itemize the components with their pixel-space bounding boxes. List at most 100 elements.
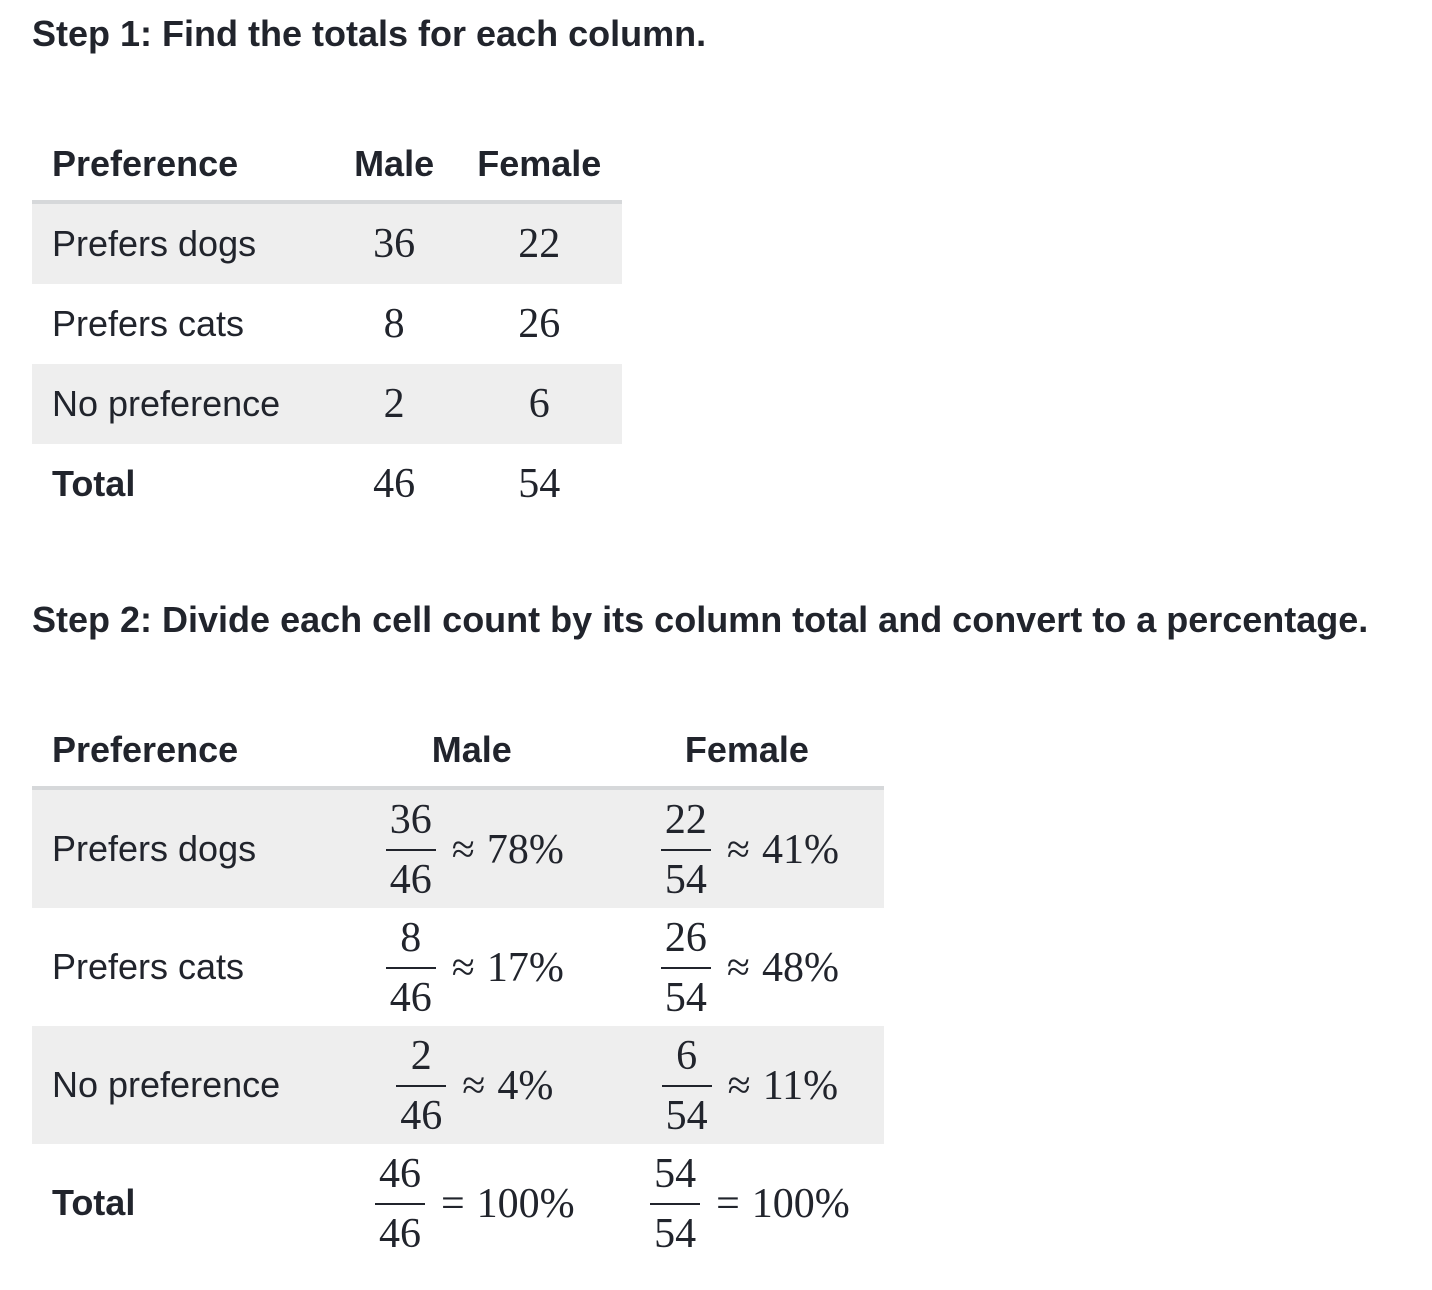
male-percentage-cell: 46 46 = 100% — [334, 1144, 610, 1262]
denominator: 54 — [664, 856, 707, 903]
table-header-row: Preference Male Female — [32, 128, 622, 204]
percentage-value: 100% — [751, 1180, 850, 1227]
male-percentage-cell: 8 46 ≈17% — [334, 908, 610, 1026]
relation-symbol: ≈ — [451, 944, 475, 991]
percentage-value: 48% — [761, 944, 839, 991]
header-female: Female — [609, 714, 884, 790]
fraction-expression: 36 46 ≈78% — [380, 797, 564, 903]
fraction-expression: 8 46 ≈17% — [380, 915, 564, 1021]
fraction-bar — [396, 1084, 447, 1087]
percentage-value: 100% — [476, 1180, 575, 1227]
male-total: 46 — [373, 461, 416, 507]
relation-symbol: ≈ — [726, 944, 750, 991]
column-percentages-table: Preference Male Female Prefers dogs 36 46 ≈… — [32, 714, 884, 1262]
female-count: 26 — [518, 301, 561, 347]
percentage-value: 11% — [762, 1062, 839, 1109]
numerator: 46 — [378, 1150, 421, 1197]
fraction-expression: 54 54 = 100% — [644, 1151, 850, 1257]
table-row: No preference 2 46 ≈4% 6 54 ≈11% — [32, 1026, 884, 1144]
denominator: 54 — [654, 1210, 697, 1257]
table-row: Prefers cats 8 26 — [32, 284, 622, 364]
header-male: Male — [333, 714, 610, 790]
row-label: Total — [52, 1182, 136, 1223]
denominator: 46 — [378, 1210, 421, 1257]
numerator: 36 — [389, 796, 432, 843]
row-label: No preference — [32, 1026, 334, 1144]
fraction: 2 46 — [396, 1032, 447, 1139]
percentage-value: 78% — [486, 826, 564, 873]
row-label: No preference — [32, 364, 332, 444]
numerator: 6 — [676, 1032, 698, 1079]
female-percentage-cell: 54 54 = 100% — [610, 1144, 884, 1262]
fraction: 46 46 — [374, 1150, 425, 1257]
step-1-heading: Step 1: Find the totals for each column. — [32, 13, 707, 54]
row-label: Total — [52, 463, 136, 504]
fraction: 8 46 — [385, 914, 436, 1021]
fraction: 54 54 — [650, 1150, 701, 1257]
female-count: 22 — [456, 202, 622, 284]
numerator: 54 — [654, 1150, 697, 1197]
male-percentage-cell: 2 46 ≈4% — [333, 1026, 610, 1144]
row-label: Prefers cats — [52, 946, 245, 987]
female-total: 54 — [518, 461, 561, 507]
row-label: Prefers dogs — [32, 788, 334, 908]
fraction-expression: 26 54 ≈48% — [655, 915, 839, 1021]
female-count: 6 — [456, 364, 622, 444]
percentage-value: 4% — [497, 1062, 554, 1109]
column-totals-table: Preference Male Female Prefers dogs 36 2… — [32, 128, 622, 524]
fraction-bar — [374, 1202, 425, 1205]
fraction-bar — [660, 966, 711, 969]
table-row: No preference 2 6 — [32, 364, 622, 444]
relation-symbol: ≈ — [462, 1062, 486, 1109]
denominator: 46 — [389, 974, 432, 1021]
fraction: 26 54 — [660, 914, 711, 1021]
row-label: Prefers cats — [52, 303, 245, 344]
table-row: Prefers cats 8 46 ≈17% 26 54 ≈48% — [32, 908, 884, 1026]
fraction-bar — [385, 848, 436, 851]
header-preference: Preference — [32, 714, 334, 790]
fraction: 6 54 — [661, 1032, 712, 1139]
numerator: 8 — [400, 914, 422, 961]
relation-symbol: ≈ — [451, 826, 475, 873]
female-percentage-cell: 6 54 ≈11% — [609, 1026, 884, 1144]
header-preference: Preference — [32, 128, 332, 204]
total-row: Total 46 54 — [32, 444, 622, 524]
fraction-bar — [650, 1202, 701, 1205]
header-male: Male — [331, 128, 457, 204]
female-percentage-cell: 22 54 ≈41% — [609, 788, 884, 908]
relation-symbol: = — [716, 1180, 740, 1227]
male-count: 2 — [331, 364, 457, 444]
total-row: Total 46 46 = 100% 54 54 = 100% — [32, 1144, 884, 1262]
numerator: 2 — [410, 1032, 432, 1079]
fraction-expression: 22 54 ≈41% — [655, 797, 839, 903]
fraction-bar — [661, 1084, 712, 1087]
denominator: 54 — [665, 1092, 708, 1139]
female-percentage-cell: 26 54 ≈48% — [610, 908, 884, 1026]
fraction-expression: 2 46 ≈4% — [390, 1033, 553, 1139]
fraction-expression: 6 54 ≈11% — [656, 1032, 839, 1139]
step-2-heading: Step 2: Divide each cell count by its co… — [32, 599, 1369, 640]
fraction: 36 46 — [385, 796, 436, 903]
relation-symbol: = — [440, 1180, 465, 1227]
male-count: 8 — [383, 301, 405, 347]
percentage-value: 41% — [761, 826, 839, 873]
denominator: 46 — [400, 1092, 443, 1139]
table-header-row: Preference Male Female — [32, 714, 884, 790]
fraction-bar — [660, 848, 711, 851]
percentage-value: 17% — [486, 944, 564, 991]
male-percentage-cell: 36 46 ≈78% — [333, 788, 610, 908]
denominator: 46 — [389, 856, 432, 903]
header-female: Female — [456, 128, 622, 204]
table-row: Prefers dogs 36 22 — [32, 202, 622, 284]
table-row: Prefers dogs 36 46 ≈78% 22 54 ≈41% — [32, 788, 884, 908]
male-count: 36 — [331, 202, 457, 284]
fraction-bar — [385, 966, 436, 969]
fraction-expression: 46 46 = 100% — [369, 1151, 575, 1257]
denominator: 54 — [664, 974, 707, 1021]
fraction: 22 54 — [660, 796, 711, 903]
relation-symbol: ≈ — [726, 826, 750, 873]
row-label: Prefers dogs — [32, 202, 332, 284]
numerator: 22 — [664, 796, 707, 843]
relation-symbol: ≈ — [727, 1062, 751, 1109]
numerator: 26 — [664, 914, 707, 961]
